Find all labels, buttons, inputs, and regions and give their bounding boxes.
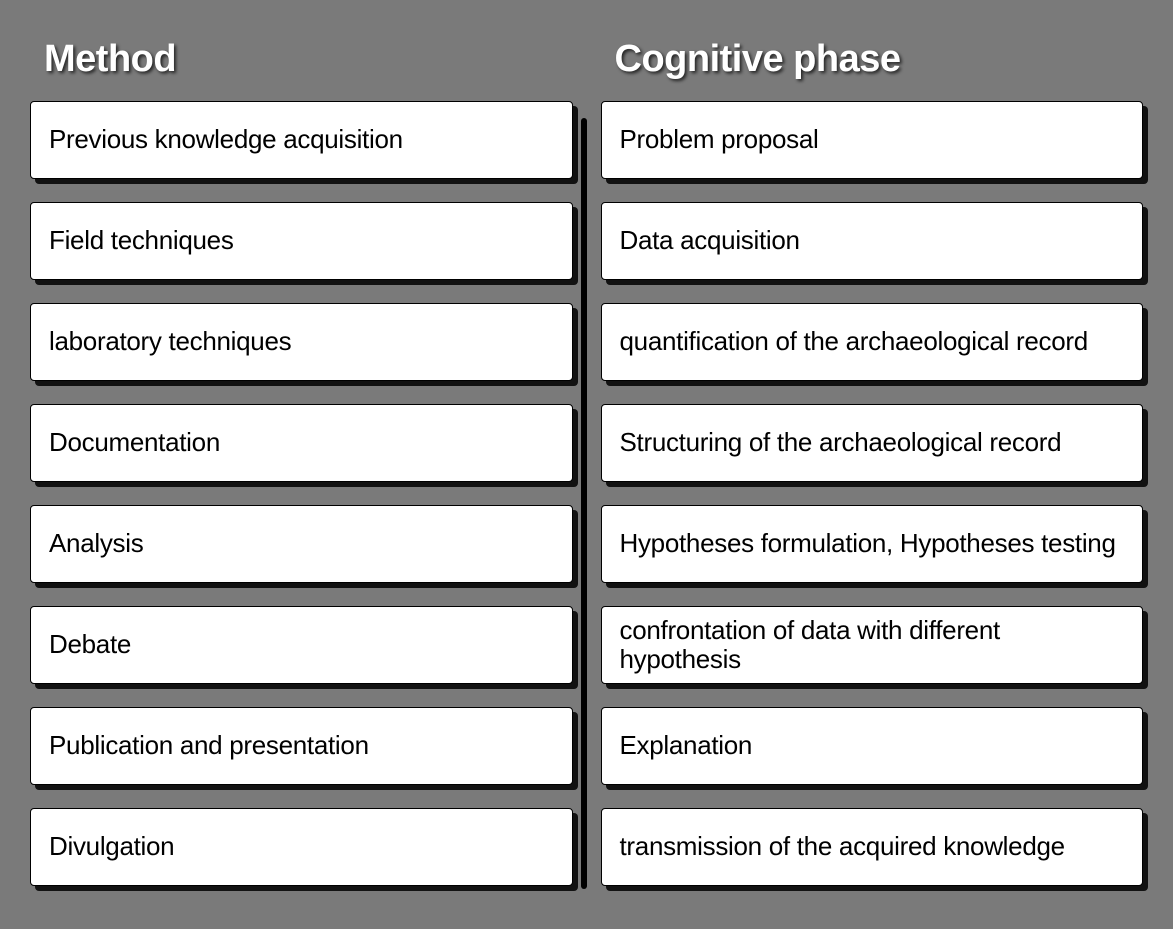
method-box: laboratory techniques <box>30 303 573 381</box>
cognitive-box: confrontation of data with different hyp… <box>601 606 1144 684</box>
method-box: Publication and presentation <box>30 707 573 785</box>
center-divider <box>581 118 587 889</box>
method-box: Debate <box>30 606 573 684</box>
method-box: Previous knowledge acquisition <box>30 101 573 179</box>
cognitive-box: transmission of the acquired knowledge <box>601 808 1144 886</box>
cognitive-boxes: Problem proposal Data acquisition quanti… <box>601 101 1144 886</box>
cognitive-box: Hypotheses formulation, Hypotheses testi… <box>601 505 1144 583</box>
cognitive-box: Structuring of the archaeological record <box>601 404 1144 482</box>
method-box: Divulgation <box>30 808 573 886</box>
cognitive-box: quantification of the archaeological rec… <box>601 303 1144 381</box>
method-header: Method <box>30 38 573 81</box>
cognitive-box: Explanation <box>601 707 1144 785</box>
method-column: Method Previous knowledge acquisition Fi… <box>30 38 573 899</box>
method-boxes: Previous knowledge acquisition Field tec… <box>30 101 573 886</box>
cognitive-header: Cognitive phase <box>601 38 1144 81</box>
method-box: Analysis <box>30 505 573 583</box>
method-box: Documentation <box>30 404 573 482</box>
diagram-container: Method Previous knowledge acquisition Fi… <box>30 38 1143 899</box>
cognitive-column: Cognitive phase Problem proposal Data ac… <box>601 38 1144 899</box>
cognitive-box: Data acquisition <box>601 202 1144 280</box>
method-box: Field techniques <box>30 202 573 280</box>
cognitive-box: Problem proposal <box>601 101 1144 179</box>
